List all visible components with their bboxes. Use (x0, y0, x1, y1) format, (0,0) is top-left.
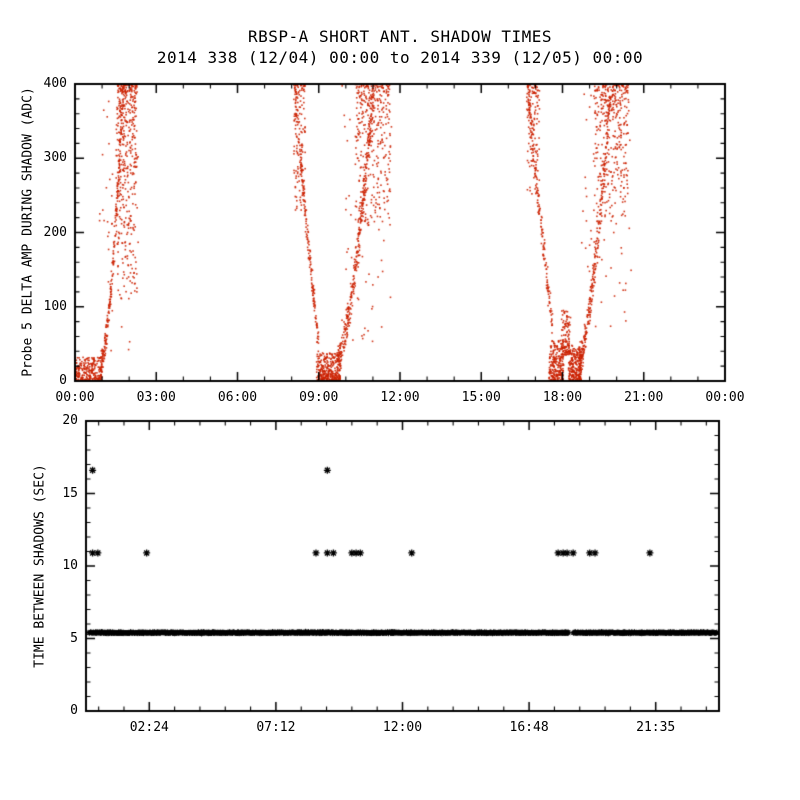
top-y-tick-label: 0 (59, 373, 67, 388)
bottom-x-tick-label: 02:24 (129, 720, 169, 735)
top-x-tick-label: 12:00 (380, 390, 420, 405)
bottom-x-tick-label: 07:12 (256, 720, 296, 735)
top-x-tick-label: 09:00 (299, 390, 339, 405)
bottom-x-tick-label: 21:35 (636, 720, 676, 735)
top-x-tick-label: 15:00 (461, 390, 501, 405)
top-y-tick-label: 300 (43, 150, 67, 166)
bottom-x-tick-label: 12:00 (382, 720, 423, 735)
chart-title: RBSP-A SHORT ANT. SHADOW TIMES (248, 27, 552, 46)
bottom-y-tick-label: 20 (62, 413, 78, 428)
top-y-tick-label: 100 (43, 298, 67, 314)
top-x-tick-label: 18:00 (542, 390, 583, 405)
chart-subtitle: 2014 338 (12/04) 00:00 to 2014 339 (12/0… (156, 48, 644, 67)
top-x-tick-label: 06:00 (217, 390, 258, 405)
bottom-y-tick-label: 15 (62, 485, 78, 501)
bottom-y-tick-label: 0 (70, 703, 78, 718)
bottom-y-tick-label: 5 (70, 630, 78, 646)
top-x-tick-label: 00:00 (55, 390, 95, 405)
top-x-tick-label: 00:00 (705, 390, 745, 405)
top-x-tick-label: 21:00 (624, 390, 664, 405)
top-y-tick-label: 400 (43, 76, 67, 91)
top-y-tick-label: 200 (43, 224, 67, 240)
bottom-y-tick-label: 10 (62, 558, 78, 573)
bottom-x-tick-label: 16:48 (509, 720, 549, 735)
top-x-tick-label: 03:00 (136, 390, 176, 405)
